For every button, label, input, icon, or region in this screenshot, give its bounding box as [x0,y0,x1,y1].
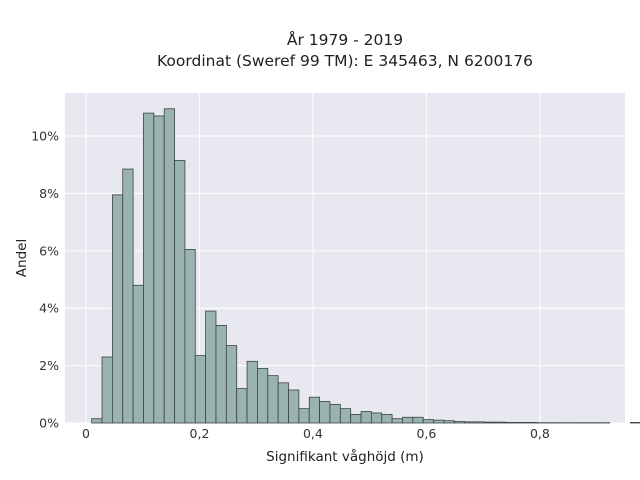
histogram-bar [257,368,269,424]
y-tick-label: 2% [39,358,59,373]
histogram-bar [277,382,289,424]
y-tick-label: 0% [39,416,59,431]
histogram-bar [402,416,414,424]
histogram-bar [319,401,331,424]
y-tick-label: 10% [31,129,59,144]
y-tick-label: 6% [39,243,59,258]
histogram-bar [526,422,538,424]
histogram-bar [122,168,134,424]
histogram-bar [422,419,434,424]
histogram-bar [194,355,207,424]
histogram-bar [205,310,217,424]
histogram-bar [132,284,144,424]
chart-title-line-1: År 1979 - 2019 [287,30,403,49]
histogram-bar [308,396,320,424]
y-tick-label: 4% [39,301,59,316]
x-tick-label: 0,2 [190,426,210,441]
histogram-bar [101,356,113,424]
histogram-bar [339,408,352,424]
histogram-bar [298,408,310,424]
histogram-bar [474,421,486,424]
x-tick-label: 0,6 [416,426,436,441]
x-axis-label: Signifikant våghöjd (m) [266,448,424,465]
histogram-bar [153,115,165,424]
histogram-bar [443,420,455,424]
histogram-bar [484,421,497,424]
histogram-bars [91,108,640,424]
histogram-bar [236,388,248,424]
histogram-bar [288,389,300,424]
x-tick-labels: 0 0,2 0,4 0,6 0,8 [82,426,550,441]
histogram-bar [630,422,640,424]
histogram-bar [464,421,476,424]
histogram-bar [163,108,175,424]
chart-title-line-2: Koordinat (Sweref 99 TM): E 345463, N 62… [157,52,533,70]
histogram-bar [516,422,528,424]
histogram-bar [91,418,103,424]
histogram-bar [453,421,466,424]
histogram-bar [174,160,186,424]
x-tick-label: 0,4 [303,426,323,441]
y-tick-labels: 0% 2% 4% 6% 8% 10% [31,129,59,431]
histogram-bar [215,325,227,424]
y-axis-label: Andel [14,239,30,277]
histogram-bar [143,112,155,424]
histogram-bar [246,360,258,424]
x-tick-label: 0 [82,426,90,441]
histogram-bar [381,413,393,424]
histogram-bar [433,419,445,424]
y-tick-label: 8% [39,186,59,201]
histogram-bar [329,403,341,424]
histogram-bar [505,422,517,424]
histogram-bar [495,421,507,424]
histogram-bar [350,413,362,424]
histogram-bar [184,248,196,424]
histogram-bar [391,418,403,424]
histogram-bar [412,416,424,424]
histogram-bar [225,345,238,424]
histogram-bar [360,411,372,424]
x-tick-label: 0,8 [530,426,550,441]
histogram-bar [111,194,124,424]
histogram-bar [370,412,383,424]
histogram-bar [267,375,279,424]
